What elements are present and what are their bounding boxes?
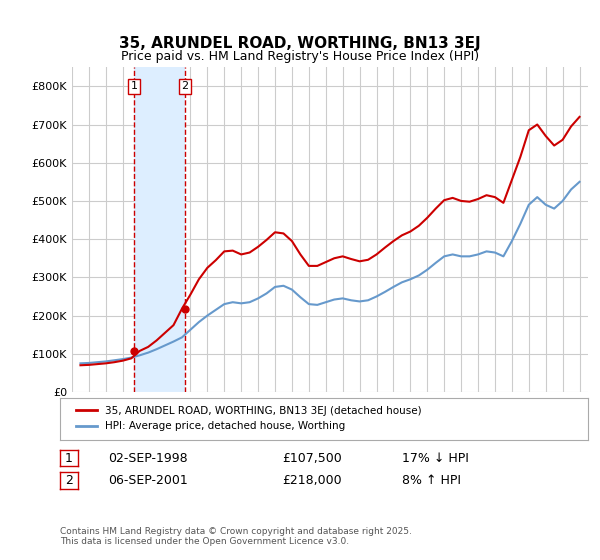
Text: 35, ARUNDEL ROAD, WORTHING, BN13 3EJ: 35, ARUNDEL ROAD, WORTHING, BN13 3EJ — [119, 36, 481, 52]
Text: £107,500: £107,500 — [282, 451, 342, 465]
Bar — [134, 67, 185, 392]
Text: 17% ↓ HPI: 17% ↓ HPI — [402, 451, 469, 465]
Text: 1: 1 — [65, 451, 73, 465]
Text: £218,000: £218,000 — [282, 474, 341, 487]
Text: 02-SEP-1998: 02-SEP-1998 — [108, 451, 188, 465]
Legend: 35, ARUNDEL ROAD, WORTHING, BN13 3EJ (detached house), HPI: Average price, detac: 35, ARUNDEL ROAD, WORTHING, BN13 3EJ (de… — [70, 401, 427, 436]
Text: 2: 2 — [65, 474, 73, 487]
Text: 8% ↑ HPI: 8% ↑ HPI — [402, 474, 461, 487]
Text: 06-SEP-2001: 06-SEP-2001 — [108, 474, 188, 487]
Text: Price paid vs. HM Land Registry's House Price Index (HPI): Price paid vs. HM Land Registry's House … — [121, 50, 479, 63]
Text: Contains HM Land Registry data © Crown copyright and database right 2025.
This d: Contains HM Land Registry data © Crown c… — [60, 526, 412, 546]
Text: 2: 2 — [181, 81, 188, 91]
Text: 1: 1 — [131, 81, 137, 91]
